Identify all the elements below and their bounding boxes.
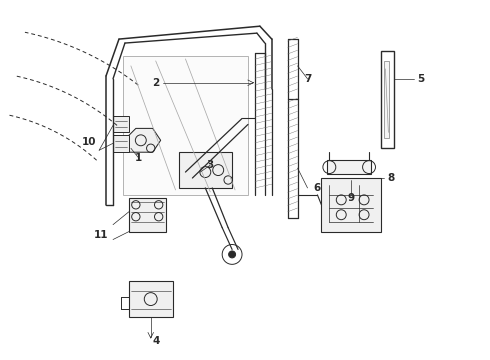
Text: 5: 5 <box>417 74 424 84</box>
Text: 4: 4 <box>152 336 159 346</box>
Text: 3: 3 <box>207 160 214 170</box>
Text: 7: 7 <box>304 74 311 84</box>
Text: 11: 11 <box>94 230 108 239</box>
Polygon shape <box>178 152 232 188</box>
Text: 6: 6 <box>314 183 321 193</box>
Text: 10: 10 <box>82 137 97 147</box>
Polygon shape <box>327 160 371 174</box>
Polygon shape <box>126 129 161 152</box>
Text: 8: 8 <box>387 173 394 183</box>
Polygon shape <box>113 135 129 152</box>
Polygon shape <box>113 116 129 132</box>
Text: 2: 2 <box>152 78 159 88</box>
Text: 1: 1 <box>135 153 143 163</box>
Polygon shape <box>321 178 381 231</box>
Polygon shape <box>385 61 390 138</box>
Polygon shape <box>129 198 166 231</box>
Polygon shape <box>129 281 172 317</box>
Circle shape <box>229 251 236 258</box>
Text: 9: 9 <box>347 193 355 203</box>
Polygon shape <box>123 56 248 195</box>
